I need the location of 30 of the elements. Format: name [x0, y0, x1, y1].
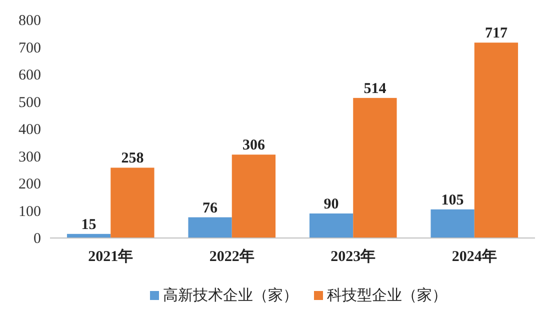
data-label: 306 [242, 138, 266, 154]
bar [430, 209, 474, 238]
y-tick-label: 600 [18, 68, 41, 84]
y-tick-label: 100 [18, 204, 41, 220]
y-tick-label: 300 [18, 149, 41, 166]
data-label: 258 [121, 150, 144, 167]
bar [232, 154, 276, 238]
legend-label: 高新技术企业（家） [163, 287, 298, 304]
data-label: 76 [202, 200, 218, 216]
bar [110, 168, 154, 238]
legend-label: 科技型企业（家） [327, 287, 447, 304]
x-tick-label: 2023年 [330, 248, 376, 265]
x-tick-label: 2022年 [209, 248, 254, 265]
bar [188, 217, 232, 238]
data-label: 90 [324, 196, 339, 212]
y-tick-label: 700 [18, 40, 41, 56]
x-tick-label: 2021年 [88, 248, 134, 265]
y-tick-label: 400 [18, 122, 41, 138]
bar [353, 98, 397, 238]
y-tick-label: 0 [34, 231, 41, 247]
bar [309, 213, 354, 238]
data-label: 717 [484, 26, 508, 42]
data-label: 15 [81, 216, 96, 233]
x-tick-label: 2024年 [452, 248, 497, 265]
y-tick-label: 200 [18, 176, 41, 192]
data-label: 514 [364, 80, 387, 97]
y-tick-label: 500 [18, 94, 41, 111]
bar [474, 42, 518, 238]
data-label: 105 [441, 192, 464, 208]
y-tick-label: 800 [18, 13, 41, 29]
